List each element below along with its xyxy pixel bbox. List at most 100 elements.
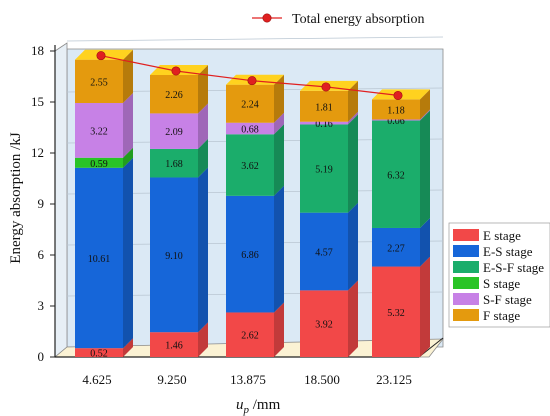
data-label: 2.09 — [165, 127, 183, 138]
data-label: 6.86 — [241, 250, 259, 261]
data-label: 5.32 — [387, 308, 405, 319]
data-label: 4.57 — [315, 248, 333, 259]
bar-segment-side — [348, 111, 358, 125]
bar-segment-front — [75, 348, 123, 357]
bar-segment-side — [123, 157, 133, 349]
data-label: 2.62 — [241, 331, 259, 342]
bar-segment-side — [123, 147, 133, 168]
data-label: 0.06 — [387, 116, 405, 127]
bar-segment-front — [75, 157, 123, 168]
legend-label: F stage — [483, 308, 520, 323]
bar-segment-front — [372, 266, 420, 357]
y-tick-label: 9 — [38, 196, 45, 211]
x-tick-label: 4.625 — [82, 372, 111, 387]
total-energy-point — [247, 76, 257, 86]
bar-segment-side — [420, 109, 430, 121]
x-tick-label: 18.500 — [304, 372, 340, 387]
bar-segment-front — [300, 90, 348, 122]
data-label: 0.68 — [241, 125, 259, 136]
bar-segment-front — [75, 167, 123, 349]
y-tick-label: 18 — [31, 43, 44, 58]
bar-segment-front — [372, 120, 420, 228]
data-label: 2.26 — [165, 90, 183, 101]
bar-segment-side — [274, 124, 284, 196]
y-tick-label: 15 — [31, 94, 44, 109]
x-tick-label: 9.250 — [157, 372, 186, 387]
bar-segment-front — [226, 84, 274, 123]
legend-label: E-S-F stage — [483, 260, 544, 275]
legend-swatch — [453, 245, 479, 257]
data-label: 1.81 — [315, 102, 333, 113]
bar-segment-side — [348, 280, 358, 357]
data-label: 6.32 — [387, 170, 405, 181]
bar-segment-side — [123, 338, 133, 357]
y-tick-label: 6 — [38, 247, 45, 262]
bar-segment-front — [300, 121, 348, 125]
bar-segment-front — [372, 119, 420, 121]
bar-segment-front — [150, 74, 198, 114]
bar-segment-side — [420, 256, 430, 357]
legend-label: S stage — [483, 276, 520, 291]
side-wall — [54, 42, 68, 358]
bar-segment-side — [274, 74, 284, 123]
bar-segment-side — [123, 93, 133, 158]
bar-segment-side — [198, 167, 208, 333]
data-label: 3.62 — [241, 161, 259, 172]
legend-swatch — [453, 309, 479, 321]
bar-segment-front — [226, 195, 274, 313]
bar-segment-front — [372, 227, 420, 267]
data-label: 1.18 — [387, 105, 405, 116]
total-energy-point — [171, 66, 181, 76]
data-label: 0.16 — [315, 119, 333, 130]
data-label: 1.68 — [165, 159, 183, 170]
bar-segment-front — [150, 148, 198, 178]
bar-segment-front — [75, 59, 123, 104]
bar-segment-side — [348, 114, 358, 213]
legend-swatch — [453, 229, 479, 241]
bar-segment-front — [372, 99, 420, 120]
legend-swatch — [453, 277, 479, 289]
y-tick-label: 12 — [31, 145, 44, 160]
bar-segment-front — [300, 124, 348, 213]
data-label: 9.10 — [165, 251, 183, 262]
bar-segment-front — [150, 177, 198, 333]
y-axis-title: Energy absorption /kJ — [8, 132, 24, 264]
total-energy-point — [393, 90, 403, 100]
bar-segment-side — [198, 138, 208, 178]
bar-segment-front — [150, 113, 198, 149]
bar-segment-side — [420, 110, 430, 228]
bar-segment-side — [274, 112, 284, 135]
data-label: 0.52 — [90, 349, 108, 360]
legend-label: E-S stage — [483, 244, 533, 259]
y-tick-label: 3 — [38, 298, 45, 313]
legend-swatch — [453, 261, 479, 273]
bar-segment-side — [420, 218, 430, 267]
bar-segment-front — [150, 332, 198, 357]
total-energy-point — [321, 82, 331, 92]
x-tick-label: 23.125 — [376, 372, 412, 387]
legend-swatch — [453, 293, 479, 305]
bar-segment-side — [123, 49, 133, 103]
data-label: 2.27 — [387, 243, 405, 254]
bar-segment-front — [300, 290, 348, 357]
bar-segment-side — [348, 202, 358, 291]
x-tick-label: 13.875 — [230, 372, 266, 387]
data-label: 3.92 — [315, 320, 333, 331]
y-tick-label: 0 — [38, 349, 45, 364]
total-energy-point — [96, 51, 106, 61]
data-label: 0.59 — [90, 159, 108, 170]
data-label: 2.24 — [241, 100, 259, 111]
data-label: 2.55 — [90, 77, 108, 88]
bar-segment-side — [348, 80, 358, 122]
bar-segment-front — [300, 212, 348, 291]
data-label: 5.19 — [315, 165, 333, 176]
legend-label: E stage — [483, 228, 521, 243]
bar-segment-side — [274, 185, 284, 313]
legend-label: S-F stage — [483, 292, 532, 307]
bar-segment-front — [226, 312, 274, 357]
data-label: 1.46 — [165, 341, 183, 352]
bar-segment-side — [198, 103, 208, 149]
data-label: 10.61 — [88, 254, 111, 265]
